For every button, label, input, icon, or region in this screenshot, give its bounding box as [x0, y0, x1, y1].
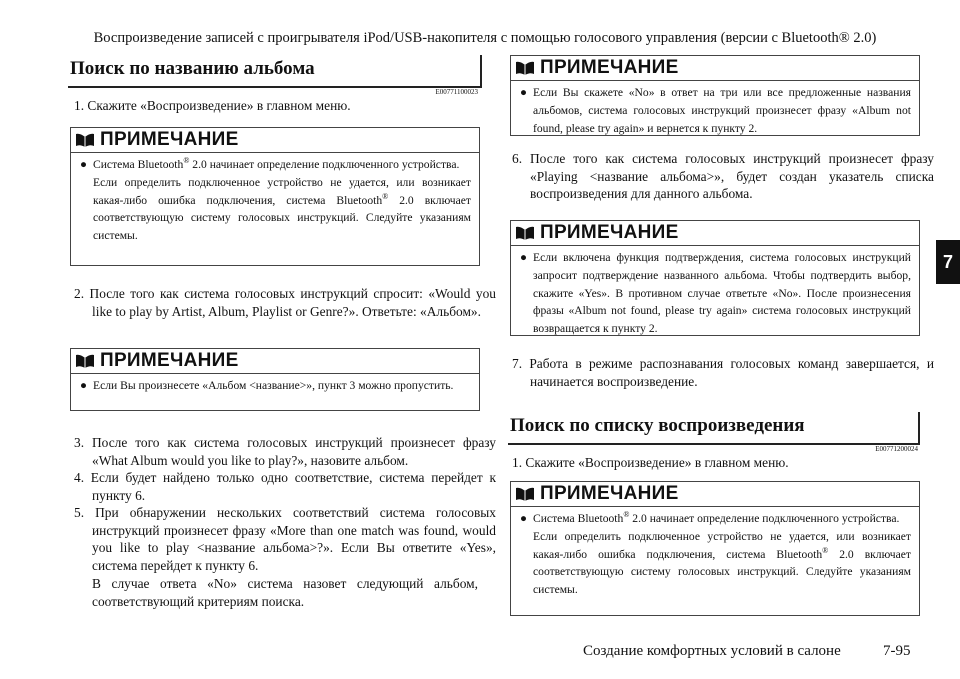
bullet-icon: ● — [520, 86, 528, 99]
note-label: ПРИМЕЧАНИЕ — [100, 129, 239, 150]
note-header: ПРИМЕЧАНИЕ — [511, 221, 919, 246]
book-icon — [516, 487, 534, 501]
step-1: 1. Скажите «Воспроизведение» в главном м… — [512, 455, 789, 470]
step-6: 6. После того как система голосовых инст… — [512, 151, 934, 202]
section-heading-playlist-search: Поиск по списку воспроизведения — [508, 412, 920, 445]
note-box: ПРИМЕЧАНИЕ ● Если Вы скажете «No» в ответ… — [510, 55, 920, 136]
step-1: 1. Скажите «Воспроизведение» в главном м… — [74, 98, 351, 113]
step-7: 7. Работа в режиме распознавания голосов… — [512, 356, 934, 389]
book-icon — [516, 61, 534, 75]
book-icon — [76, 133, 94, 147]
bullet-icon: ● — [520, 251, 528, 264]
bullet-icon: ● — [80, 158, 88, 171]
note-box: ПРИМЕЧАНИЕ ● Если включена функция подтве… — [510, 220, 920, 336]
book-icon — [516, 226, 534, 240]
section-code: E00771200024 — [875, 445, 918, 453]
step-3: 3. После того как система голосовых инст… — [74, 435, 496, 468]
bullet-icon: ● — [520, 512, 528, 525]
book-icon — [76, 354, 94, 368]
step-4: 4. Если будет найдено только одно соотве… — [74, 470, 496, 503]
step-2: 2. После того как система голосовых инст… — [74, 286, 496, 319]
note-box: ПРИМЕЧАНИЕ ● Система Bluetooth® 2.0 начи… — [70, 127, 480, 266]
bullet-icon: ● — [80, 379, 88, 392]
page-header: Воспроизведение записей с проигрывателя … — [93, 30, 877, 46]
footer-section: Создание комфортных условий в салоне — [583, 643, 841, 659]
note-box: ПРИМЕЧАНИЕ ● Если Вы произнесете «Альбом … — [70, 348, 480, 411]
note-box: ПРИМЕЧАНИЕ ● Система Bluetooth® 2.0 начи… — [510, 481, 920, 616]
note-header: ПРИМЕЧАНИЕ — [71, 349, 479, 374]
section-code: E00771100023 — [435, 88, 478, 96]
note-header: ПРИМЕЧАНИЕ — [71, 128, 479, 153]
note-header: ПРИМЕЧАНИЕ — [511, 482, 919, 507]
chapter-tab: 7 — [936, 240, 960, 284]
section-heading-album-search: Поиск по названию альбома — [68, 55, 482, 88]
note-header: ПРИМЕЧАНИЕ — [511, 56, 919, 81]
page-number: 7-95 — [883, 643, 911, 659]
step-5: 5. При обнаружении нескольких соответств… — [74, 505, 496, 573]
step-5-continued: В случае ответа «No» система назовет сле… — [92, 576, 478, 609]
